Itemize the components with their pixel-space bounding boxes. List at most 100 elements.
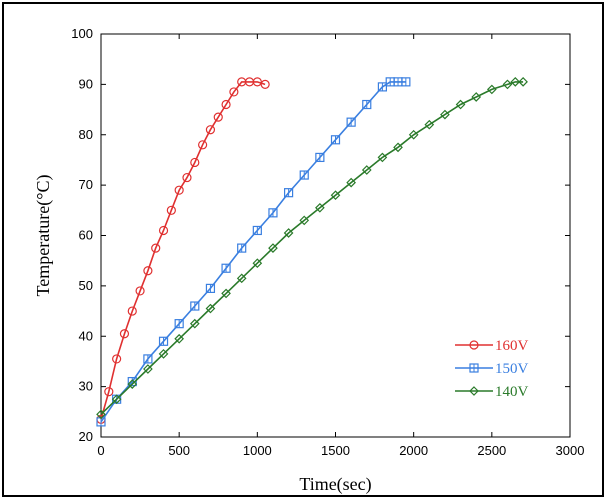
data-point bbox=[221, 288, 231, 299]
data-point bbox=[401, 77, 411, 87]
data-point bbox=[166, 205, 176, 215]
data-point bbox=[221, 99, 231, 110]
series-150V bbox=[96, 77, 411, 427]
x-tick-label: 0 bbox=[97, 443, 104, 458]
data-point bbox=[158, 349, 169, 359]
x-tick-label: 2500 bbox=[477, 443, 506, 458]
data-point bbox=[502, 79, 513, 90]
y-tick-label: 100 bbox=[71, 26, 93, 41]
legend-label: 150V bbox=[495, 361, 529, 377]
legend-entry-150V: 150V bbox=[455, 361, 529, 377]
data-point bbox=[174, 333, 185, 344]
x-tick-label: 3000 bbox=[556, 443, 585, 458]
data-point bbox=[205, 125, 216, 135]
data-point bbox=[260, 79, 270, 89]
data-point bbox=[213, 112, 223, 122]
y-tick-label: 60 bbox=[79, 228, 93, 243]
data-point bbox=[252, 258, 263, 269]
data-point bbox=[221, 263, 231, 273]
x-axis-title: Time(sec) bbox=[299, 474, 371, 495]
series-line bbox=[100, 81, 406, 423]
data-point bbox=[268, 208, 278, 218]
y-tick-label: 70 bbox=[79, 177, 93, 192]
data-point bbox=[158, 336, 169, 346]
data-point bbox=[299, 170, 309, 180]
data-point bbox=[205, 283, 216, 293]
data-point bbox=[198, 140, 208, 150]
data-point bbox=[127, 306, 137, 316]
y-tick-label: 80 bbox=[79, 127, 93, 142]
data-point bbox=[96, 409, 106, 420]
legend-label: 140V bbox=[495, 384, 529, 400]
data-point bbox=[237, 243, 247, 253]
series-160V bbox=[96, 77, 270, 424]
y-tick-label: 20 bbox=[79, 429, 93, 444]
data-point bbox=[362, 99, 372, 110]
legend-entry-160V: 160V bbox=[455, 338, 529, 354]
legend-label: 160V bbox=[495, 338, 529, 354]
data-point bbox=[283, 228, 294, 238]
x-tick-label: 500 bbox=[168, 443, 190, 458]
data-point bbox=[135, 286, 145, 296]
data-point bbox=[299, 215, 310, 226]
data-point bbox=[158, 225, 169, 236]
data-point bbox=[127, 379, 138, 389]
data-point bbox=[315, 202, 325, 213]
data-point bbox=[330, 190, 341, 201]
data-point bbox=[440, 109, 450, 120]
axis-ticks: 0 500 1000 1500 2000 2500 3000 20 30 40 50 60 70 80 90… bbox=[71, 26, 584, 458]
data-point bbox=[143, 266, 153, 276]
data-point bbox=[143, 364, 153, 374]
data-point bbox=[189, 318, 200, 329]
data-point bbox=[252, 225, 262, 236]
data-point bbox=[510, 77, 521, 87]
data-point bbox=[229, 87, 239, 97]
series-layer bbox=[96, 77, 528, 427]
data-point bbox=[518, 77, 528, 87]
data-point bbox=[315, 152, 325, 163]
data-point bbox=[143, 354, 153, 364]
data-point bbox=[205, 303, 216, 314]
data-point bbox=[346, 177, 356, 188]
series-line bbox=[100, 81, 266, 420]
data-point bbox=[182, 172, 192, 183]
data-point bbox=[455, 99, 466, 110]
data-point bbox=[174, 185, 184, 195]
data-point bbox=[393, 142, 403, 153]
data-point bbox=[330, 135, 341, 145]
series-140V bbox=[96, 77, 528, 420]
series-line bbox=[100, 81, 524, 415]
data-point bbox=[346, 117, 356, 127]
data-point bbox=[112, 354, 122, 364]
legend-marker bbox=[469, 363, 479, 373]
data-point bbox=[377, 82, 387, 92]
legend-marker bbox=[469, 340, 479, 350]
data-point bbox=[236, 273, 247, 284]
legend-marker bbox=[469, 386, 479, 396]
y-tick-label: 90 bbox=[79, 76, 93, 91]
legend-entry-140V: 140V bbox=[455, 384, 529, 400]
x-tick-label: 1000 bbox=[243, 443, 272, 458]
data-point bbox=[268, 243, 278, 253]
data-point bbox=[486, 84, 497, 95]
data-point bbox=[424, 119, 435, 130]
data-point bbox=[361, 165, 372, 175]
data-point bbox=[190, 157, 200, 168]
data-point bbox=[471, 92, 482, 102]
y-tick-label: 30 bbox=[79, 379, 93, 394]
y-tick-label: 40 bbox=[79, 328, 93, 343]
data-point bbox=[408, 129, 419, 140]
data-point bbox=[190, 301, 200, 311]
x-tick-label: 2000 bbox=[399, 443, 428, 458]
data-point bbox=[111, 394, 122, 405]
legend: 160V 150V 140V bbox=[455, 338, 529, 400]
data-point bbox=[151, 243, 161, 253]
y-tick-label: 50 bbox=[79, 278, 93, 293]
data-point bbox=[104, 387, 114, 397]
data-point bbox=[174, 319, 184, 329]
data-point bbox=[119, 329, 130, 339]
y-axis-title: Temperature(°C) bbox=[33, 175, 54, 297]
data-point bbox=[377, 152, 388, 163]
x-tick-label: 1500 bbox=[321, 443, 350, 458]
